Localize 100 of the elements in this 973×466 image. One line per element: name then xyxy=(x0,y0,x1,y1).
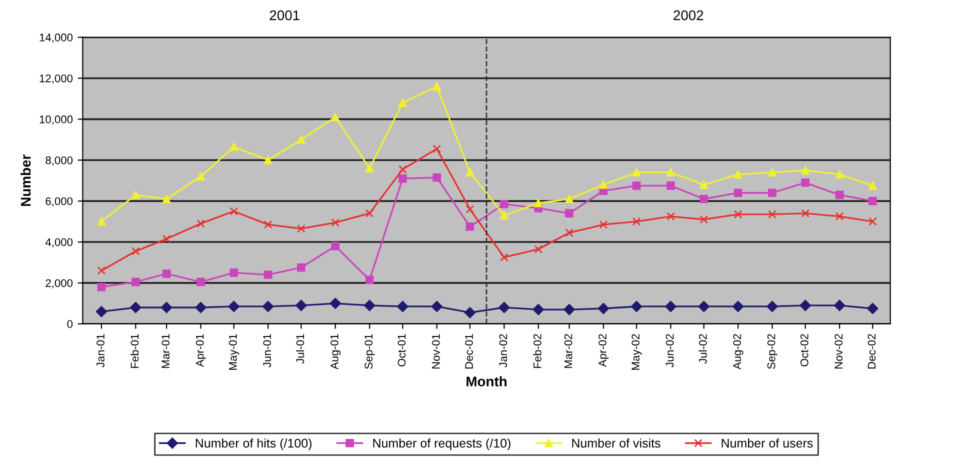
point xyxy=(768,188,776,198)
point xyxy=(466,168,474,177)
x-tick-label: Apr-01 xyxy=(196,334,206,367)
point xyxy=(835,212,844,221)
point xyxy=(330,298,341,310)
point xyxy=(734,188,742,198)
point xyxy=(500,200,508,208)
x-tick-label: Jan-02 xyxy=(499,334,508,368)
point xyxy=(331,242,340,250)
point xyxy=(97,282,106,292)
y-tick-label: 2,000 xyxy=(46,279,73,288)
point xyxy=(262,300,274,312)
point xyxy=(97,217,106,226)
point xyxy=(500,211,508,220)
point xyxy=(296,300,307,312)
point xyxy=(698,300,710,312)
point xyxy=(228,300,240,312)
y-tick-label: 14,000 xyxy=(40,34,73,43)
point xyxy=(131,278,140,286)
x-tick-label: Aug-02 xyxy=(733,334,744,370)
point xyxy=(835,170,844,179)
x-tick-label: Jul-02 xyxy=(698,334,707,364)
point xyxy=(834,300,846,312)
x-tick-label: Apr-02 xyxy=(598,334,609,367)
x-tick-label: May-02 xyxy=(632,334,642,370)
point xyxy=(130,302,142,314)
point xyxy=(162,270,171,278)
point xyxy=(564,304,575,316)
legend-label: Number of hits (/100) xyxy=(196,438,312,450)
point xyxy=(432,82,442,91)
y-tick-label: 8,000 xyxy=(46,156,73,166)
y-tick-label: 12,000 xyxy=(40,74,73,84)
point xyxy=(466,205,474,214)
y-tick-label: 6,000 xyxy=(46,197,73,206)
point xyxy=(195,302,206,314)
point xyxy=(160,302,172,314)
point xyxy=(131,247,140,256)
point xyxy=(162,194,171,204)
point xyxy=(398,165,407,174)
point xyxy=(801,166,810,175)
point xyxy=(598,302,610,314)
x-tick-label: Dec-02 xyxy=(868,334,876,368)
x-tick-label: Feb-01 xyxy=(130,334,139,368)
point xyxy=(565,194,574,204)
x-axis-title: Month xyxy=(466,376,506,386)
point xyxy=(801,178,810,187)
x-tick-label: Sep-01 xyxy=(364,334,375,369)
point xyxy=(800,300,811,312)
point xyxy=(630,300,642,312)
point xyxy=(666,212,675,221)
point xyxy=(398,174,407,183)
point xyxy=(162,234,171,244)
point xyxy=(365,209,374,218)
x-tick-label: Jun-02 xyxy=(666,334,674,368)
x-tick-label: Jun-01 xyxy=(263,334,272,368)
point xyxy=(398,98,407,107)
x-tick-label: Aug-01 xyxy=(330,334,341,370)
text: 2002 xyxy=(674,10,704,20)
x-tick-label: Dec-01 xyxy=(465,334,473,368)
x-tick-label: Sep-02 xyxy=(767,334,778,369)
point xyxy=(768,168,776,177)
point xyxy=(296,135,306,144)
point xyxy=(230,207,238,216)
point xyxy=(868,196,877,206)
point xyxy=(264,270,272,279)
point xyxy=(700,194,708,204)
point xyxy=(296,224,306,233)
point xyxy=(599,180,608,189)
point xyxy=(432,144,442,154)
point xyxy=(364,300,376,312)
point xyxy=(230,142,238,151)
point xyxy=(732,300,744,312)
point xyxy=(632,168,641,177)
y-axis-title: Number xyxy=(20,154,31,206)
point xyxy=(534,244,543,254)
x-tick-label: May-01 xyxy=(228,334,240,370)
point xyxy=(868,217,877,226)
point xyxy=(734,210,742,219)
point xyxy=(466,222,474,231)
legend-label: Number of visits xyxy=(572,438,660,448)
point xyxy=(365,276,374,284)
point xyxy=(331,112,340,122)
point xyxy=(868,182,877,190)
point xyxy=(365,164,374,172)
point xyxy=(565,209,574,218)
point xyxy=(565,228,574,237)
text: 2001 xyxy=(270,10,300,20)
point xyxy=(532,304,544,316)
point xyxy=(766,300,778,312)
point xyxy=(801,209,810,218)
x-tick-label: Mar-01 xyxy=(162,334,170,368)
point xyxy=(632,217,641,226)
point xyxy=(464,307,476,318)
point xyxy=(700,215,708,224)
point xyxy=(296,263,306,272)
x-tick-label: Jul-01 xyxy=(296,334,304,364)
legend-label: Number of users xyxy=(722,438,813,448)
point xyxy=(96,306,108,318)
point xyxy=(534,198,543,208)
point xyxy=(666,182,675,190)
